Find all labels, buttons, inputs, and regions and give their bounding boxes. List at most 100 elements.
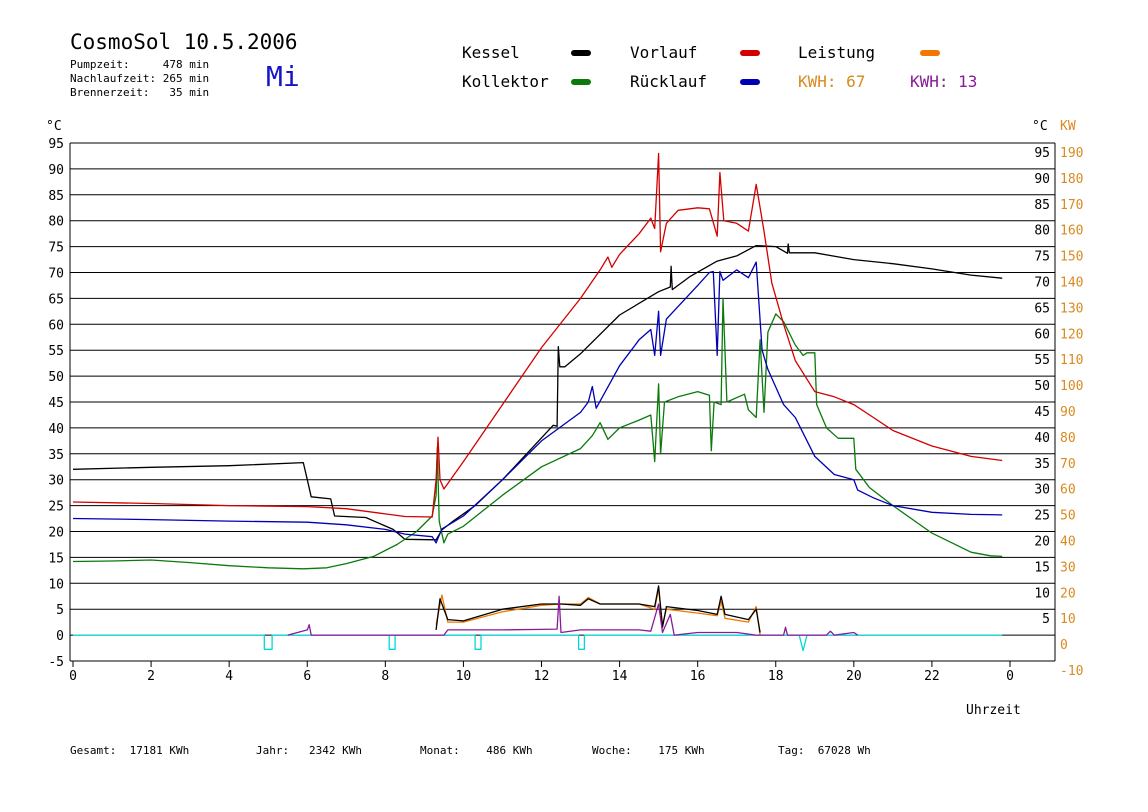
x-axis-label: Uhrzeit — [966, 703, 1021, 718]
y-tick-label-left: 55 — [48, 344, 64, 359]
y-tick-label-left: 65 — [48, 292, 64, 307]
afterrun-time-line: Nachlaufzeit: 265 min — [70, 72, 210, 85]
kw-tick-label: 70 — [1060, 457, 1076, 472]
kw-tick-label: 40 — [1060, 535, 1076, 550]
kw-tick-label: 170 — [1060, 198, 1083, 213]
y-tick-label-right: 40 — [1034, 431, 1050, 446]
y-tick-label-left: 85 — [48, 189, 64, 204]
y-tick-label-right: 45 — [1034, 405, 1050, 420]
y-tick-label-left: 0 — [56, 629, 64, 644]
left-temp-unit-label: °C — [46, 119, 62, 134]
y-tick-label-right: 20 — [1034, 535, 1050, 550]
stat-gesamt: Gesamt: 17181 KWh — [70, 744, 190, 757]
x-tick-label: 2 — [147, 669, 155, 684]
y-tick-label-left: 40 — [48, 422, 64, 437]
x-tick-label: 14 — [612, 669, 628, 684]
series-layer — [72, 152, 1003, 652]
right-power-unit-label: KW — [1060, 119, 1076, 134]
y-tick-label-left: 20 — [48, 526, 64, 541]
y-tick-label-left: 70 — [48, 267, 64, 282]
y-tick-label-left: 10 — [48, 577, 64, 592]
legend-ruecklauf-swatch — [740, 79, 760, 85]
series-line-kollektor — [72, 297, 1003, 570]
y-tick-label-left: 25 — [48, 500, 64, 515]
series-line-kessel-leistung — [435, 585, 761, 633]
x-tick-label: 10 — [456, 669, 472, 684]
y-tick-label-right: 30 — [1034, 483, 1050, 498]
kw-tick-label: 120 — [1060, 327, 1083, 342]
kw-tick-label: 180 — [1060, 172, 1083, 187]
series-line-kessel — [72, 243, 1003, 541]
legend-kessel-swatch — [571, 50, 591, 56]
y-tick-label-left: 60 — [48, 318, 64, 333]
y-tick-label-right: 75 — [1034, 250, 1050, 265]
series-line-leistung — [435, 587, 761, 636]
legend-vorlauf-label: Vorlauf — [630, 43, 698, 62]
legend-ruecklauf-label: Rücklauf — [630, 72, 708, 91]
kw-tick-label: 140 — [1060, 276, 1083, 291]
series-line-pumpe — [73, 634, 1003, 652]
kw-tick-label: 190 — [1060, 146, 1083, 161]
x-tick-label: 20 — [846, 669, 862, 684]
x-tick-label: 0 — [1006, 669, 1014, 684]
kw-tick-label: -10 — [1060, 664, 1083, 679]
y-tick-label-right: 80 — [1034, 224, 1050, 239]
x-tick-label: 16 — [690, 669, 706, 684]
kw-tick-label: 60 — [1060, 483, 1076, 498]
pump-time-line: Pumpzeit: 478 min — [70, 58, 210, 71]
y-tick-label-left: 80 — [48, 215, 64, 230]
y-tick-label-right: 5 — [1042, 612, 1050, 627]
right-temp-unit-label: °C — [1032, 119, 1048, 134]
grid-layer — [69, 142, 1056, 667]
kw-tick-label: 150 — [1060, 250, 1083, 265]
y-tick-label-left: 5 — [56, 603, 64, 618]
x-tick-label: 0 — [69, 669, 77, 684]
chart-title: CosmoSol 10.5.2006 — [70, 30, 298, 54]
legend-kollektor-swatch — [571, 79, 591, 85]
kw-tick-label: 80 — [1060, 431, 1076, 446]
stat-jahr: Jahr: 2342 KWh — [256, 744, 362, 757]
legend-kollektor-label: Kollektor — [462, 72, 549, 91]
y-tick-label-right: 25 — [1034, 509, 1050, 524]
y-tick-label-right: 70 — [1034, 276, 1050, 291]
x-tick-label: 4 — [225, 669, 233, 684]
y-tick-label-left: 95 — [48, 137, 64, 152]
y-tick-label-right: 60 — [1034, 327, 1050, 342]
kw-tick-label: 50 — [1060, 509, 1076, 524]
legend-kessel-label: Kessel — [462, 43, 520, 62]
y-tick-label-right: 15 — [1034, 560, 1050, 575]
kw-tick-label: 20 — [1060, 586, 1076, 601]
stat-monat: Monat: 486 KWh — [420, 744, 533, 757]
kw-tick-label: 110 — [1060, 353, 1083, 368]
kw-tick-label: 0 — [1060, 638, 1068, 653]
y-tick-label-left: 35 — [48, 448, 64, 463]
legend-kwh-purple: KWH: 13 — [910, 72, 978, 91]
burner-time-line: Brennerzeit: 35 min — [70, 86, 210, 99]
x-tick-label: 6 — [303, 669, 311, 684]
stat-woche: Woche: 175 KWh — [592, 744, 705, 757]
series-line-r-cklauf — [72, 261, 1003, 544]
y-tick-label-right: 10 — [1034, 586, 1050, 601]
y-tick-label-right: 90 — [1034, 172, 1050, 187]
kw-tick-label: 90 — [1060, 405, 1076, 420]
legend-leistung-swatch — [920, 50, 940, 56]
series-line-vorlauf — [72, 152, 1003, 518]
y-tick-label-left: 50 — [48, 370, 64, 385]
y-tick-label-left: 45 — [48, 396, 64, 411]
tick-labels-layer: 95908580757065605550454035302520151050-5… — [48, 137, 1083, 684]
y-tick-label-left: 90 — [48, 163, 64, 178]
legend-kwh-orange: KWH: 67 — [798, 72, 866, 91]
y-tick-label-right: 85 — [1034, 198, 1050, 213]
weekday-label: Mi — [266, 60, 300, 93]
kw-tick-label: 30 — [1060, 560, 1076, 575]
stat-tag: Tag: 67028 Wh — [778, 744, 871, 757]
y-tick-label-right: 65 — [1034, 301, 1050, 316]
y-tick-label-right: 55 — [1034, 353, 1050, 368]
kw-tick-label: 160 — [1060, 224, 1083, 239]
y-tick-label-right: 95 — [1034, 146, 1050, 161]
x-tick-label: 18 — [768, 669, 784, 684]
y-tick-label-left: 15 — [48, 551, 64, 566]
kw-tick-label: 10 — [1060, 612, 1076, 627]
legend-leistung-label: Leistung — [798, 43, 876, 62]
x-tick-label: 8 — [381, 669, 389, 684]
